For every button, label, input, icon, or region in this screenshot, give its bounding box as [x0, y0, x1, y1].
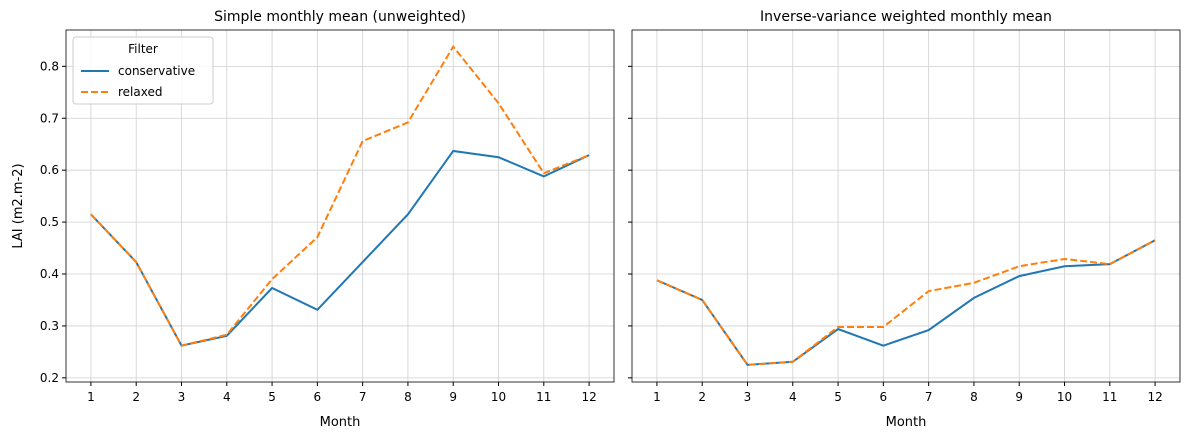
plot-frame — [631, 29, 1181, 383]
x-axis-label: Month — [320, 415, 361, 430]
x-tick-label: 4 — [223, 390, 231, 404]
y-tick-label: 0.8 — [40, 59, 59, 73]
x-tick-label: 9 — [1015, 390, 1023, 404]
legend-title: Filter — [128, 42, 158, 56]
x-tick-label: 7 — [359, 390, 367, 404]
x-tick-label: 10 — [491, 390, 506, 404]
series-line — [90, 44, 590, 347]
x-tick-label: 3 — [744, 390, 752, 404]
legend-frame — [72, 36, 214, 105]
x-tick-label: 8 — [970, 390, 978, 404]
y-tick-label: 0.6 — [40, 163, 59, 177]
x-tick-label: 9 — [449, 390, 457, 404]
x-tick-label: 6 — [880, 390, 888, 404]
x-tick-label: 7 — [925, 390, 933, 404]
series-line — [656, 239, 1156, 366]
x-tick-label: 2 — [698, 390, 706, 404]
legend-label: relaxed — [118, 85, 162, 99]
legend-label: conservative — [118, 64, 195, 78]
x-tick-label: 1 — [87, 390, 95, 404]
series-line — [90, 149, 590, 347]
y-tick-label: 0.3 — [40, 319, 59, 333]
series-line — [656, 239, 1156, 366]
x-axis-label: Month — [886, 415, 927, 430]
y-tick-label: 0.2 — [40, 371, 59, 385]
y-tick-label: 0.5 — [40, 215, 59, 229]
x-tick-label: 3 — [178, 390, 186, 404]
plot-frame — [65, 29, 615, 383]
panel-title: Inverse-variance weighted monthly mean — [760, 9, 1052, 25]
y-axis-label: LAI (m2.m-2) — [11, 163, 26, 248]
x-tick-label: 11 — [536, 390, 551, 404]
x-tick-label: 11 — [1102, 390, 1117, 404]
x-tick-label: 5 — [834, 390, 842, 404]
x-tick-label: 5 — [268, 390, 276, 404]
panel: Simple monthly mean (unweighted)1 2 3 4 5 6 7 8… — [11, 9, 615, 430]
x-tick-label: 8 — [404, 390, 412, 404]
x-tick-label: 10 — [1057, 390, 1072, 404]
x-tick-label: 1 — [653, 390, 661, 404]
x-tick-label: 6 — [314, 390, 322, 404]
x-tick-label: 12 — [1147, 390, 1162, 404]
x-tick-label: 12 — [581, 390, 596, 404]
legend: Filter conservative relaxed — [72, 36, 214, 105]
x-tick-label: 4 — [789, 390, 797, 404]
y-tick-label: 0.7 — [40, 111, 59, 125]
y-tick-label: 0.4 — [40, 267, 59, 281]
panel-title: Simple monthly mean (unweighted) — [214, 9, 466, 25]
x-tick-label: 2 — [132, 390, 140, 404]
